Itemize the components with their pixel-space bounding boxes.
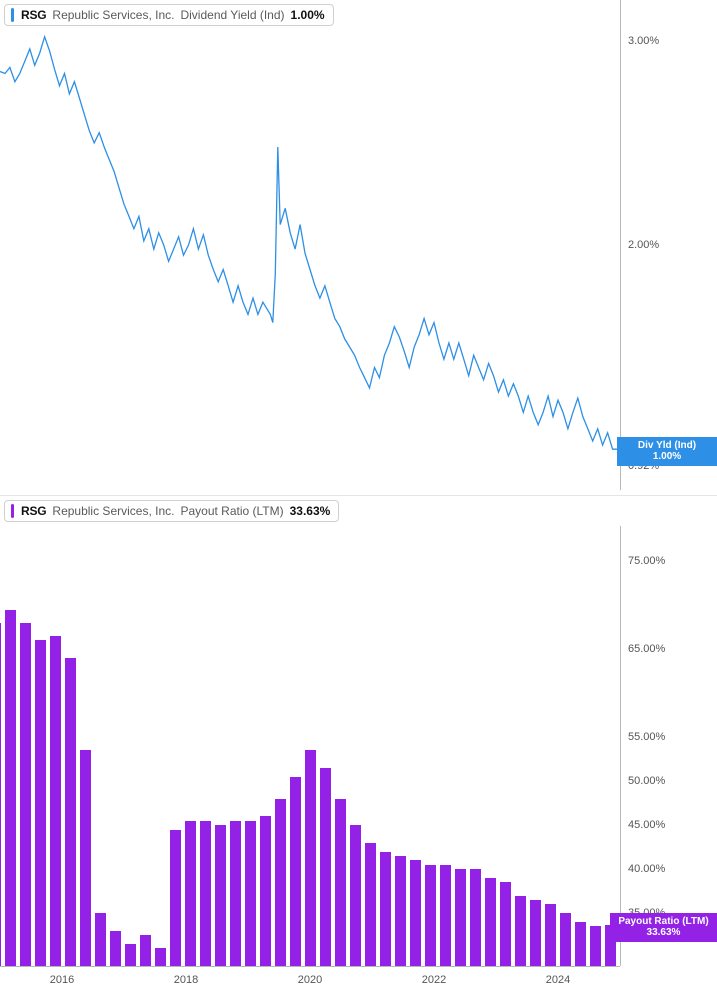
y-tick-label: 55.00% bbox=[628, 731, 665, 743]
x-tick-label: 2024 bbox=[546, 974, 570, 986]
payout-bar bbox=[500, 882, 511, 966]
series-name-label: Dividend Yield (Ind) bbox=[180, 8, 284, 22]
y-tick-label: 2.00% bbox=[628, 239, 659, 251]
payout-bar bbox=[530, 900, 541, 966]
payout-bar bbox=[65, 658, 76, 966]
payout-bar bbox=[365, 843, 376, 966]
payout-bar bbox=[110, 931, 121, 966]
company-label: Republic Services, Inc. bbox=[52, 504, 174, 518]
value-badge-bottom: Payout Ratio (LTM) 33.63% bbox=[610, 913, 717, 942]
bottom-axis-line bbox=[0, 966, 620, 967]
y-tick-label: 65.00% bbox=[628, 643, 665, 655]
payout-bar bbox=[515, 896, 526, 966]
payout-bar bbox=[380, 852, 391, 966]
legend-bottom: RSG Republic Services, Inc. Payout Ratio… bbox=[4, 500, 339, 522]
x-tick-label: 2022 bbox=[422, 974, 446, 986]
payout-bar bbox=[335, 799, 346, 966]
payout-bar bbox=[50, 636, 61, 966]
payout-bar bbox=[215, 825, 226, 966]
payout-bar bbox=[35, 640, 46, 966]
dividend-yield-line-chart bbox=[0, 0, 620, 490]
x-tick-label: 2018 bbox=[174, 974, 198, 986]
badge-title: Div Yld (Ind) bbox=[638, 440, 696, 451]
right-axis-line bbox=[620, 0, 621, 490]
payout-bar bbox=[200, 821, 211, 966]
company-label: Republic Services, Inc. bbox=[52, 8, 174, 22]
x-tick-label: 2016 bbox=[50, 974, 74, 986]
payout-bar bbox=[140, 935, 151, 966]
payout-bar bbox=[485, 878, 496, 966]
payout-bar bbox=[590, 926, 601, 966]
series-value-label: 1.00% bbox=[291, 8, 325, 22]
payout-bar bbox=[275, 799, 286, 966]
payout-bar bbox=[0, 623, 1, 966]
legend-color-mark bbox=[11, 8, 14, 22]
payout-bar bbox=[320, 768, 331, 966]
payout-bar bbox=[545, 904, 556, 966]
ticker-label: RSG bbox=[21, 504, 46, 518]
payout-bar bbox=[185, 821, 196, 966]
payout-bar bbox=[305, 750, 316, 966]
payout-ratio-panel: RSG Republic Services, Inc. Payout Ratio… bbox=[0, 496, 717, 998]
value-badge-top: Div Yld (Ind) 1.00% bbox=[617, 437, 717, 466]
badge-title: Payout Ratio (LTM) bbox=[618, 916, 708, 927]
payout-bar bbox=[245, 821, 256, 966]
payout-bar bbox=[425, 865, 436, 966]
payout-bar bbox=[410, 860, 421, 966]
right-axis-line bbox=[620, 526, 621, 966]
y-tick-label: 45.00% bbox=[628, 819, 665, 831]
y-tick-label: 75.00% bbox=[628, 555, 665, 567]
badge-value: 33.63% bbox=[616, 927, 711, 938]
x-tick-label: 2020 bbox=[298, 974, 322, 986]
payout-bar bbox=[470, 869, 481, 966]
payout-bar bbox=[290, 777, 301, 966]
payout-bar bbox=[80, 750, 91, 966]
payout-bar bbox=[395, 856, 406, 966]
series-value-label: 33.63% bbox=[290, 504, 331, 518]
payout-bar bbox=[155, 948, 166, 966]
yield-line bbox=[0, 37, 620, 449]
payout-bar bbox=[575, 922, 586, 966]
payout-bar bbox=[350, 825, 361, 966]
payout-bar bbox=[125, 944, 136, 966]
payout-bar bbox=[260, 816, 271, 966]
dividend-yield-panel: RSG Republic Services, Inc. Dividend Yie… bbox=[0, 0, 717, 496]
y-tick-label: 40.00% bbox=[628, 863, 665, 875]
series-name-label: Payout Ratio (LTM) bbox=[180, 504, 283, 518]
y-tick-label: 3.00% bbox=[628, 35, 659, 47]
payout-bar bbox=[440, 865, 451, 966]
payout-bar bbox=[20, 623, 31, 966]
y-tick-label: 50.00% bbox=[628, 775, 665, 787]
payout-bar bbox=[230, 821, 241, 966]
payout-bar bbox=[455, 869, 466, 966]
payout-bar bbox=[5, 610, 16, 966]
payout-ratio-bar-chart bbox=[0, 526, 620, 966]
legend-top: RSG Republic Services, Inc. Dividend Yie… bbox=[4, 4, 334, 26]
ticker-label: RSG bbox=[21, 8, 46, 22]
payout-bar bbox=[560, 913, 571, 966]
payout-bar bbox=[95, 913, 106, 966]
legend-color-mark bbox=[11, 504, 14, 518]
badge-value: 1.00% bbox=[623, 451, 711, 462]
payout-bar bbox=[170, 830, 181, 966]
